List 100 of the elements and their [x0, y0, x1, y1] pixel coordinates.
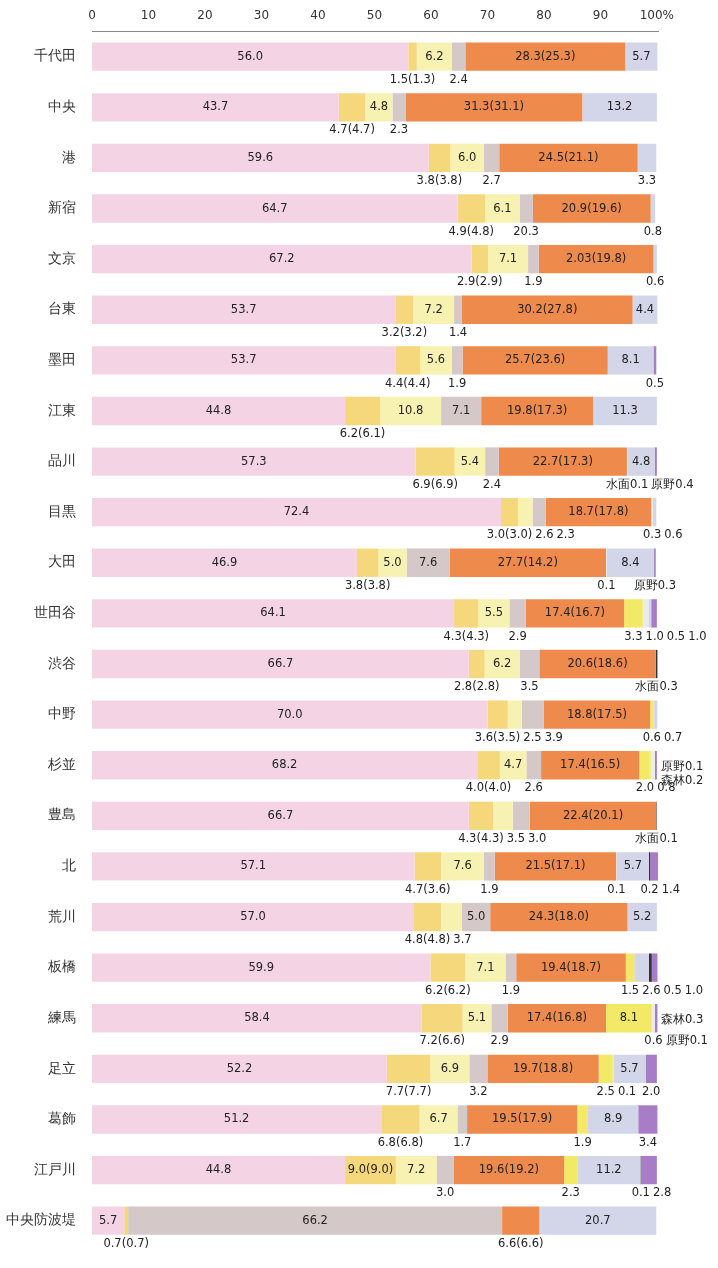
bar [487, 244, 529, 274]
data-label: 3.3 [637, 173, 657, 188]
data-label: 4.8 [369, 99, 389, 114]
bar [654, 447, 657, 476]
bar [564, 1155, 578, 1185]
bar [582, 93, 657, 122]
data-label: 5.0 [383, 554, 402, 569]
data-label: 3.2 [469, 1084, 488, 1099]
data-label: 0.8 [643, 223, 663, 238]
bar [430, 953, 466, 982]
bar [505, 953, 517, 982]
data-label: 1.4 [661, 881, 680, 896]
data-label: 66.2 [302, 1212, 328, 1227]
data-label: 53.7 [230, 301, 257, 316]
data-label: 4.8 [631, 453, 651, 468]
data-label: 18.8(17.5) [566, 706, 628, 721]
bar [430, 1054, 470, 1084]
y-tick-label: 千代田 [34, 47, 76, 64]
bar [641, 1155, 657, 1185]
data-label: 0.6 [664, 527, 683, 542]
data-label: 0.7 [663, 729, 683, 744]
data-label: 3.8(3.8) [344, 577, 391, 592]
bar [577, 1155, 641, 1185]
bar [653, 244, 657, 274]
data-label: 1.0 [684, 982, 704, 997]
data-label: 2.6 [535, 527, 554, 542]
bar [625, 42, 658, 71]
data-label: 5.7 [623, 858, 643, 873]
bar [92, 751, 478, 780]
bar [624, 599, 643, 628]
bar [539, 649, 656, 679]
data-label: 57.1 [240, 858, 267, 873]
bar [651, 599, 657, 628]
data-label: 59.6 [247, 149, 274, 164]
bar [441, 396, 482, 426]
bar [598, 1054, 613, 1084]
data-label: 0.1 [617, 1084, 637, 1099]
bar [428, 143, 451, 173]
data-label: 3.0 [527, 830, 547, 845]
bar [92, 801, 469, 830]
bar [408, 42, 417, 71]
bar [441, 852, 485, 881]
bar [406, 548, 450, 577]
data-label: 3.4 [638, 1134, 657, 1149]
data-label: 1.0 [645, 628, 664, 643]
data-label: 1.0 [688, 628, 707, 643]
data-label: 4.4 [635, 301, 655, 316]
data-label: 27.7(14.2) [497, 554, 558, 569]
data-label: 4.7(3.6) [405, 881, 451, 896]
data-label: 19.4(18.7) [540, 959, 602, 974]
data-label: 2.7 [482, 173, 501, 188]
bar [451, 346, 463, 375]
bar [92, 295, 396, 324]
bar [345, 396, 381, 426]
data-label: 31.3(31.1) [463, 99, 524, 114]
bar [539, 1206, 657, 1235]
data-label: 2.5 [596, 1084, 615, 1099]
bar [92, 902, 414, 932]
data-label: 2.6 [642, 982, 661, 997]
data-label: 25.7(23.6) [505, 352, 566, 367]
data-label: 22.7(17.3) [532, 453, 593, 468]
data-label: 1.9 [501, 982, 520, 997]
data-label: 5.7 [620, 1060, 639, 1075]
data-label: 1.5 [620, 982, 640, 997]
data-label: 20.7 [585, 1212, 611, 1227]
data-label: 水面0.1 [635, 830, 678, 845]
data-label: 4.7 [503, 757, 523, 772]
bar [451, 42, 466, 71]
data-label: 7.1 [451, 402, 471, 417]
x-tick-label: 30 [253, 8, 270, 23]
data-label: 66.7 [267, 655, 294, 670]
data-label: 3.5 [520, 679, 539, 694]
data-label: 17.4(16.8) [526, 1010, 587, 1025]
data-label: 24.5(21.1) [538, 149, 599, 164]
bar [519, 649, 540, 679]
bar [648, 599, 652, 628]
bar [532, 498, 546, 527]
bar [545, 498, 652, 527]
y-tick-label: 足立 [48, 1059, 76, 1076]
bar [414, 852, 442, 881]
bar [92, 599, 455, 628]
bar [637, 143, 657, 173]
bar [395, 346, 421, 375]
bar [124, 1206, 129, 1235]
data-label: 6.6(6.6) [497, 1235, 544, 1250]
bar [543, 700, 651, 729]
bar [634, 953, 649, 982]
data-label: 3.9 [544, 729, 563, 744]
bar [606, 1004, 652, 1033]
data-label: 44.8 [205, 402, 232, 417]
data-label: 0.5 [666, 628, 686, 643]
y-tick-label: 中野 [48, 705, 76, 722]
bar [498, 447, 627, 476]
data-label: 1.9 [448, 375, 467, 390]
data-label: 1.5(1.3) [389, 71, 436, 86]
bar [650, 700, 654, 729]
data-label: 5.1 [467, 1010, 487, 1025]
bar [650, 852, 658, 881]
bar [607, 346, 654, 375]
bar [648, 953, 652, 982]
